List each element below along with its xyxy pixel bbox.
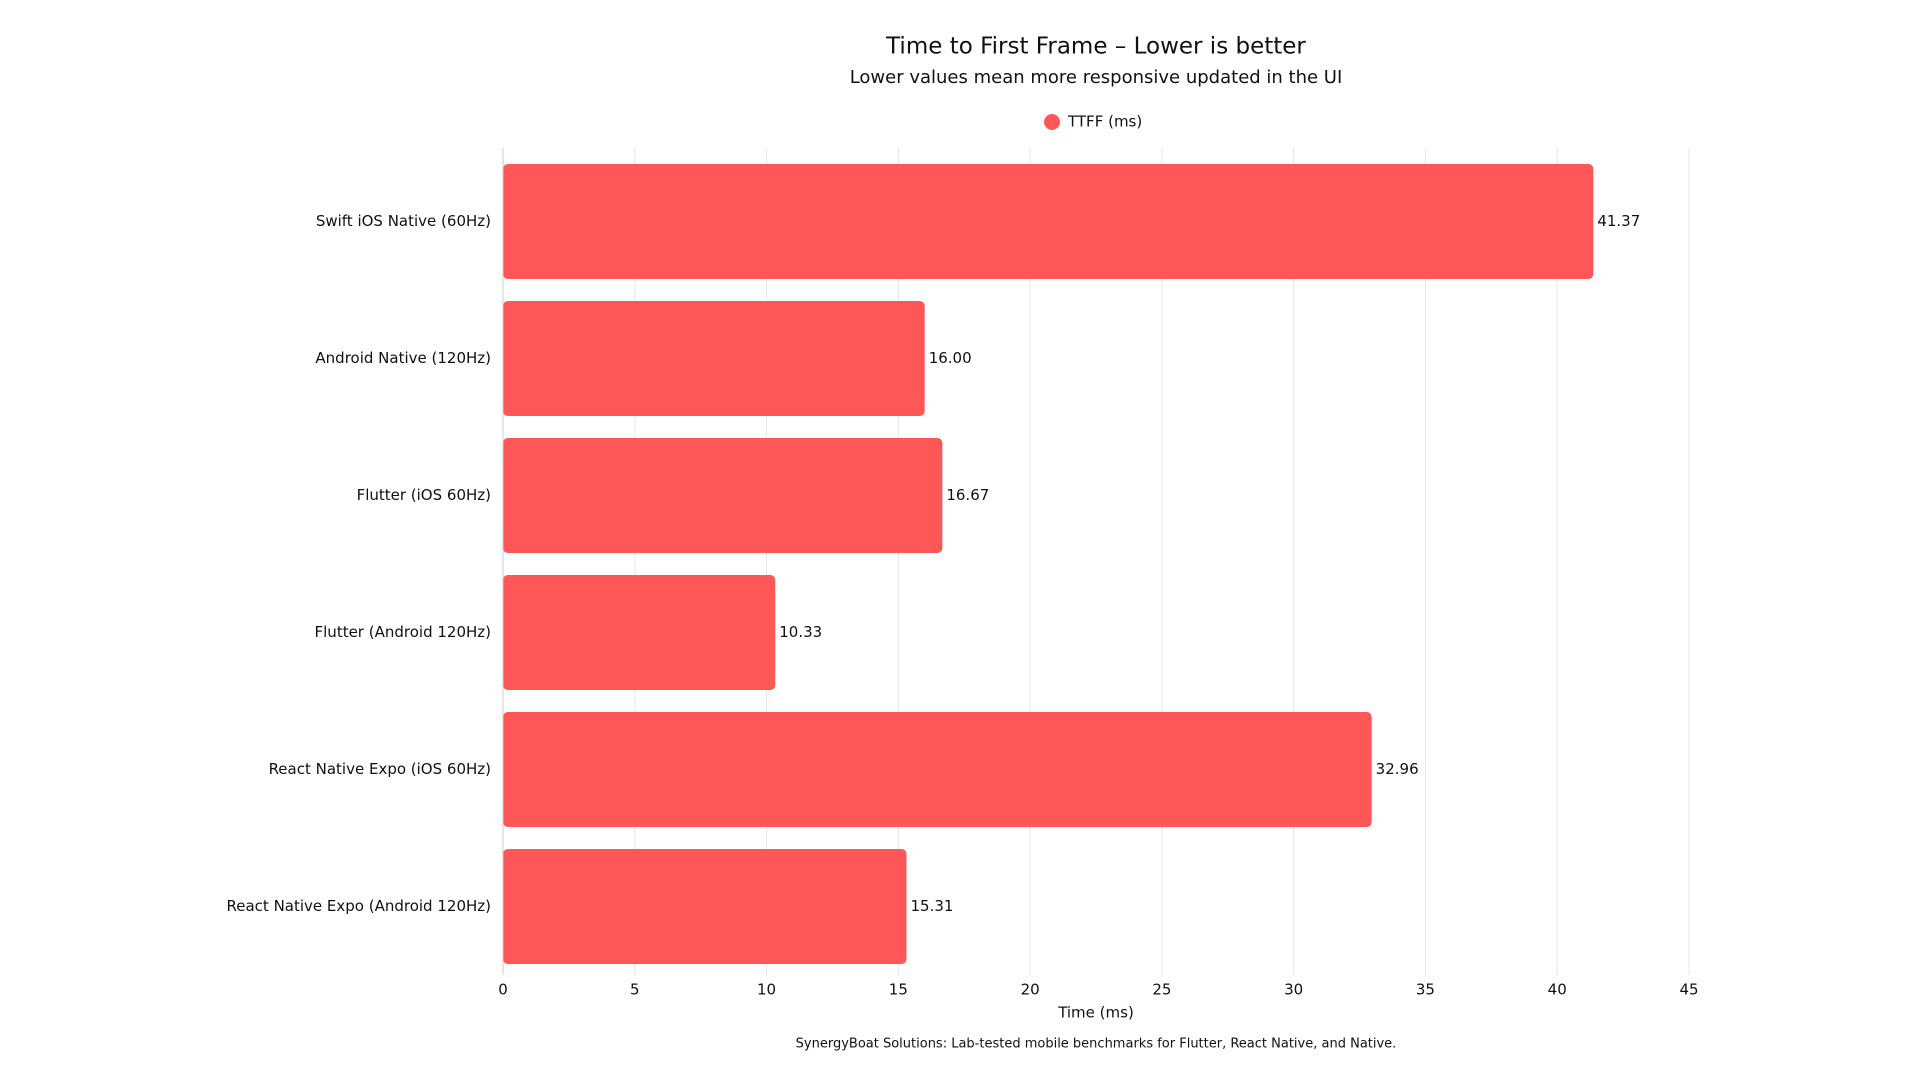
- bar: [503, 711, 1372, 828]
- x-tick-label: 15: [889, 981, 908, 999]
- x-tick-label: 30: [1284, 981, 1303, 999]
- y-tick-label: Flutter (iOS 60Hz): [357, 486, 491, 504]
- chart-title: Time to First Frame – Lower is better: [885, 34, 1306, 60]
- footnote: SynergyBoat Solutions: Lab-tested mobile…: [796, 1037, 1397, 1052]
- x-tick-label: 10: [757, 981, 776, 999]
- x-tick-label: 40: [1548, 981, 1567, 999]
- bar: [503, 574, 776, 691]
- y-tick-label: React Native Expo (Android 120Hz): [227, 897, 491, 915]
- y-tick-label: Flutter (Android 120Hz): [315, 623, 491, 641]
- data-label: 16.00: [929, 349, 972, 367]
- y-tick-label: Swift iOS Native (60Hz): [316, 212, 491, 230]
- x-axis-title: Time (ms): [1057, 1004, 1134, 1022]
- x-tick-label: 45: [1679, 981, 1698, 999]
- x-tick-label: 20: [1021, 981, 1040, 999]
- data-label: 16.67: [946, 486, 989, 504]
- legend-label: TTFF (ms): [1067, 113, 1142, 131]
- bar: [503, 300, 925, 417]
- chart-subtitle: Lower values mean more responsive update…: [850, 67, 1343, 88]
- data-label: 10.33: [779, 623, 822, 641]
- bar: [503, 437, 943, 554]
- x-tick-label: 5: [630, 981, 640, 999]
- data-label: 15.31: [911, 897, 954, 915]
- y-tick-label: React Native Expo (iOS 60Hz): [269, 760, 491, 778]
- data-label: 32.96: [1376, 760, 1419, 778]
- x-tick-label: 35: [1416, 981, 1435, 999]
- y-tick-label: Android Native (120Hz): [315, 349, 491, 367]
- data-label: 41.37: [1597, 212, 1640, 230]
- legend-marker: [1044, 114, 1060, 130]
- x-tick-label: 25: [1152, 981, 1171, 999]
- x-tick-label: 0: [498, 981, 508, 999]
- bar: [503, 848, 907, 965]
- bar: [503, 163, 1594, 280]
